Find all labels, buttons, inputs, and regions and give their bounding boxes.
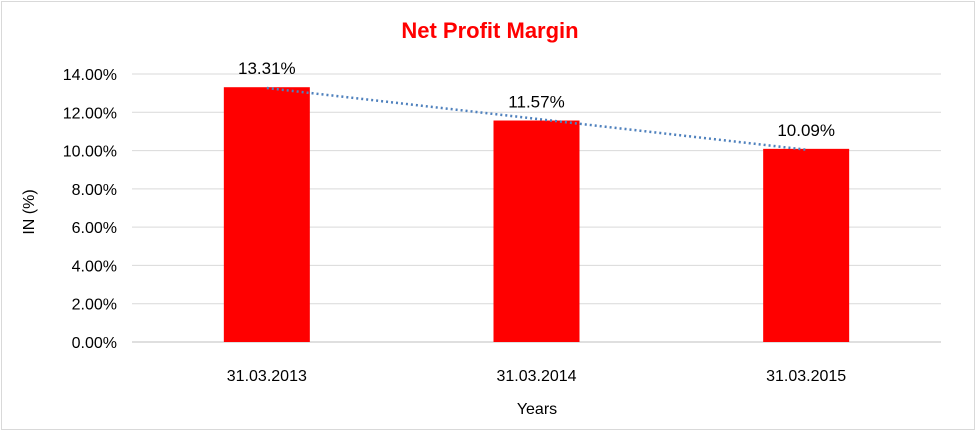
y-tick-label: 2.00% [72,297,117,314]
data-label: 10.09% [777,121,835,140]
y-axis-title: IN (%) [21,189,38,234]
y-tick-label: 8.00% [72,182,117,199]
bar-31.03.2013 [223,87,310,342]
y-axis-ticks: 0.00% 2.00% 4.00% 6.00% 8.00% 10.00% 12.00% 14.… [63,67,117,352]
x-tick-label: 31.03.2014 [496,368,576,385]
trendline [266,86,807,151]
bar-31.03.2014 [493,120,580,342]
data-label: 13.31% [238,59,296,78]
x-axis-ticks: 31.03.2013 31.03.2014 31.03.2015 [227,368,847,385]
data-label: 11.57% [508,93,564,112]
y-tick-label: 0.00% [72,335,117,352]
x-tick-label: 31.03.2015 [766,368,846,385]
bars [223,87,850,342]
bar-31.03.2015 [763,148,850,342]
y-tick-label: 14.00% [63,67,117,84]
data-labels: 13.31% 11.57% 10.09% [238,59,835,140]
y-tick-label: 4.00% [72,258,117,275]
x-tick-label: 31.03.2013 [227,368,307,385]
y-tick-label: 12.00% [63,105,117,122]
trendline-group [266,86,807,151]
chart-title: Net Profit Margin [401,18,578,43]
x-axis-title: Years [517,401,557,418]
y-tick-label: 10.00% [63,144,117,161]
y-tick-label: 6.00% [72,220,117,237]
